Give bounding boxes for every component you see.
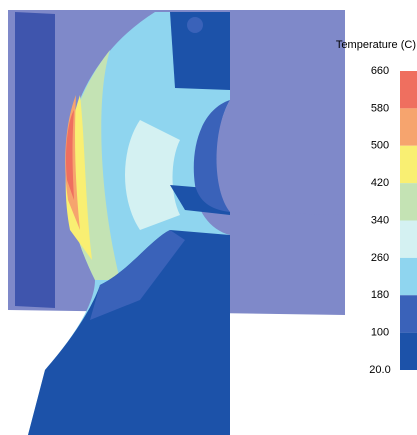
legend-band	[400, 183, 417, 221]
legend-title: Temperature (C)	[336, 39, 416, 51]
legend-label: 260	[371, 252, 389, 264]
hole-rim	[193, 100, 230, 212]
legend: Temperature (C) 660 580 500 420 340 260 180 100…	[336, 39, 417, 376]
legend-label: 580	[371, 102, 389, 114]
legend-band	[400, 71, 417, 109]
legend-label: 340	[371, 214, 389, 226]
legend-band	[400, 295, 417, 333]
legend-label: 20.0	[369, 364, 390, 376]
stem-top	[170, 12, 230, 90]
legend-band	[400, 257, 417, 296]
zone-dark	[28, 230, 230, 435]
bolt	[187, 17, 203, 33]
legend-band	[400, 145, 417, 184]
zone-light	[125, 120, 180, 230]
legend-label: 100	[371, 327, 389, 339]
legend-label: 420	[371, 177, 389, 189]
zone-blue	[90, 230, 185, 320]
legend-label: 500	[371, 140, 389, 152]
legend-band	[400, 108, 417, 146]
legend-band	[400, 220, 417, 258]
hole	[216, 100, 345, 215]
legend-label: 180	[371, 289, 389, 301]
legend-band	[400, 332, 417, 370]
plate-edge	[15, 12, 55, 308]
legend-label: 660	[371, 65, 389, 77]
model-render	[8, 10, 345, 435]
zone-red	[65, 110, 74, 200]
